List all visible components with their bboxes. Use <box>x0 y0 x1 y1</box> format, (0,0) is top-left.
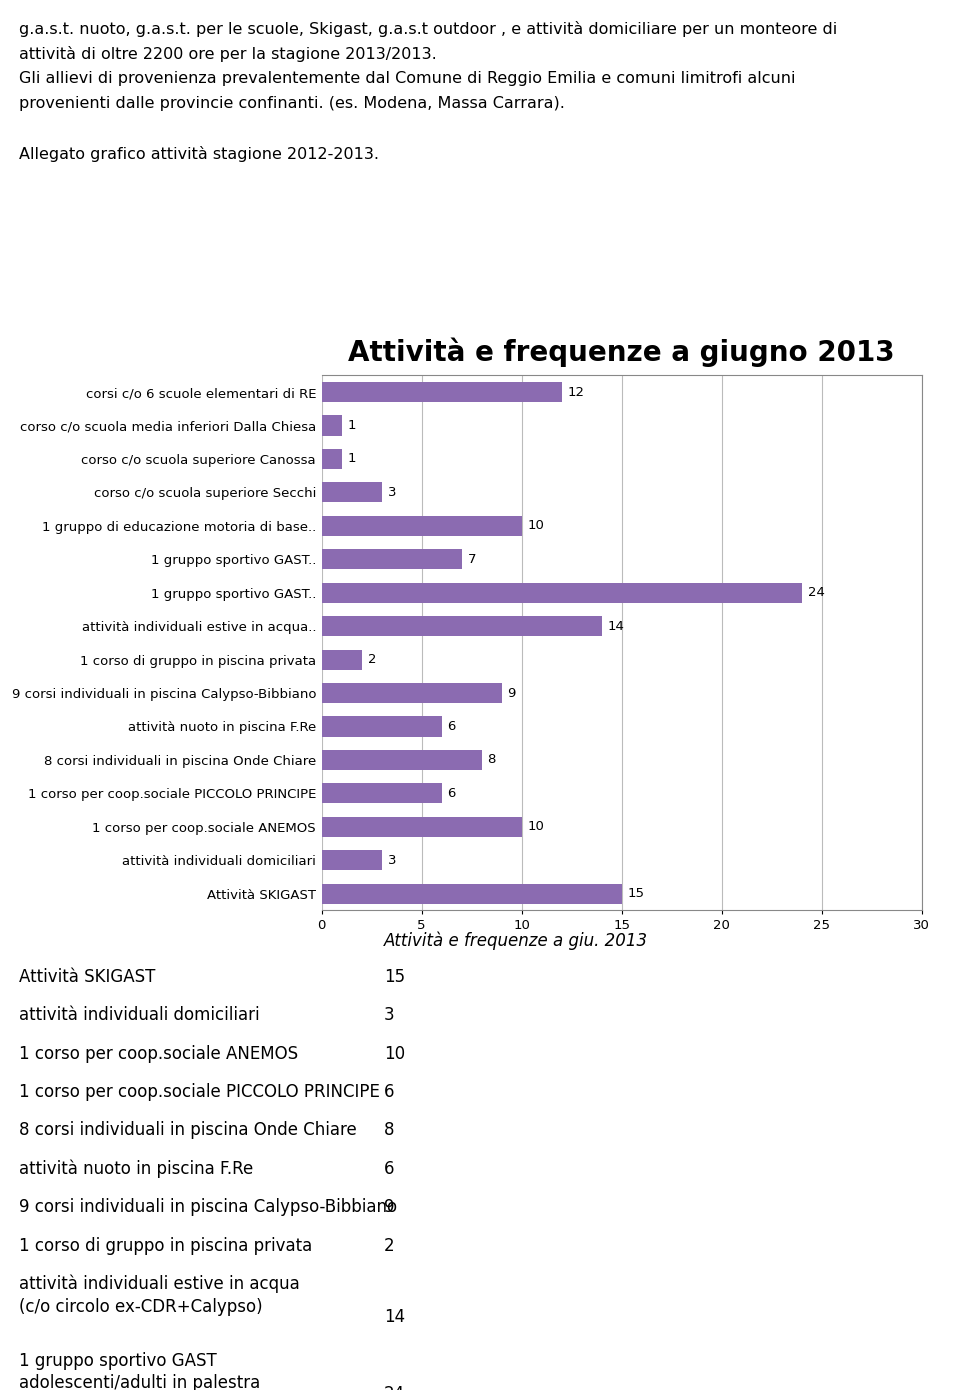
Text: 6: 6 <box>384 1083 395 1101</box>
Bar <box>322 649 362 670</box>
Text: 1 gruppo sportivo GAST
adolescenti/adulti in palestra: 1 gruppo sportivo GAST adolescenti/adult… <box>19 1351 260 1390</box>
Text: 14: 14 <box>608 620 624 632</box>
Bar <box>322 751 482 770</box>
Bar <box>322 616 602 637</box>
Text: 3: 3 <box>388 853 396 867</box>
Text: 10: 10 <box>528 520 544 532</box>
Bar <box>322 817 521 837</box>
Text: Attività e frequenze a giu. 2013: Attività e frequenze a giu. 2013 <box>384 931 648 949</box>
Text: attività individuali domiciliari: attività individuali domiciliari <box>19 1006 260 1024</box>
Text: Attività SKIGAST: Attività SKIGAST <box>19 967 156 986</box>
Text: 8 corsi individuali in piscina Onde Chiare: 8 corsi individuali in piscina Onde Chia… <box>19 1122 357 1140</box>
Text: attività individuali estive in acqua
(c/o circolo ex-CDR+Calypso): attività individuali estive in acqua (c/… <box>19 1275 300 1315</box>
Text: 15: 15 <box>628 887 644 901</box>
Text: attività nuoto in piscina F.Re: attività nuoto in piscina F.Re <box>19 1159 253 1179</box>
Text: 1 corso di gruppo in piscina privata: 1 corso di gruppo in piscina privata <box>19 1237 312 1255</box>
Text: 10: 10 <box>384 1045 405 1063</box>
Text: 9: 9 <box>384 1198 395 1216</box>
Text: 3: 3 <box>388 486 396 499</box>
Bar <box>322 516 521 535</box>
Text: provenienti dalle provincie confinanti. (es. Modena, Massa Carrara).: provenienti dalle provincie confinanti. … <box>19 96 565 111</box>
Text: g.a.s.t. nuoto, g.a.s.t. per le scuole, Skigast, g.a.s.t outdoor , e attività do: g.a.s.t. nuoto, g.a.s.t. per le scuole, … <box>19 21 837 38</box>
Text: 1 corso per coop.sociale PICCOLO PRINCIPE: 1 corso per coop.sociale PICCOLO PRINCIP… <box>19 1083 380 1101</box>
Text: 2: 2 <box>368 653 376 666</box>
Text: 1: 1 <box>348 452 356 466</box>
Bar <box>322 416 342 435</box>
Text: attività di oltre 2200 ore per la stagione 2013/2013.: attività di oltre 2200 ore per la stagio… <box>19 46 437 63</box>
Text: 24: 24 <box>384 1384 405 1390</box>
Text: 8: 8 <box>384 1122 395 1140</box>
Bar <box>322 582 802 603</box>
Text: 7: 7 <box>468 553 476 566</box>
Title: Attività e frequenze a giugno 2013: Attività e frequenze a giugno 2013 <box>348 338 895 367</box>
Text: 2: 2 <box>384 1237 395 1255</box>
Bar <box>322 851 382 870</box>
Text: Gli allievi di provenienza prevalentemente dal Comune di Reggio Emilia e comuni : Gli allievi di provenienza prevalentemen… <box>19 71 796 86</box>
Text: 10: 10 <box>528 820 544 834</box>
Text: 6: 6 <box>447 787 456 799</box>
Bar <box>322 549 462 570</box>
Bar <box>322 716 442 737</box>
Text: Allegato grafico attività stagione 2012-2013.: Allegato grafico attività stagione 2012-… <box>19 146 379 163</box>
Text: 9 corsi individuali in piscina Calypso-Bibbiano: 9 corsi individuali in piscina Calypso-B… <box>19 1198 397 1216</box>
Bar <box>322 449 342 468</box>
Text: 15: 15 <box>384 967 405 986</box>
Text: 1 corso per coop.sociale ANEMOS: 1 corso per coop.sociale ANEMOS <box>19 1045 299 1063</box>
Text: 3: 3 <box>384 1006 395 1024</box>
Text: 24: 24 <box>807 587 825 599</box>
Text: 12: 12 <box>567 385 585 399</box>
Text: 9: 9 <box>508 687 516 699</box>
Bar <box>322 682 501 703</box>
Text: 6: 6 <box>447 720 456 733</box>
Text: 8: 8 <box>488 753 496 766</box>
Bar <box>322 884 621 904</box>
Bar <box>322 784 442 803</box>
Text: 1: 1 <box>348 418 356 432</box>
Bar <box>322 382 562 402</box>
Text: 14: 14 <box>384 1308 405 1326</box>
Bar <box>322 482 382 502</box>
Text: 6: 6 <box>384 1159 395 1177</box>
